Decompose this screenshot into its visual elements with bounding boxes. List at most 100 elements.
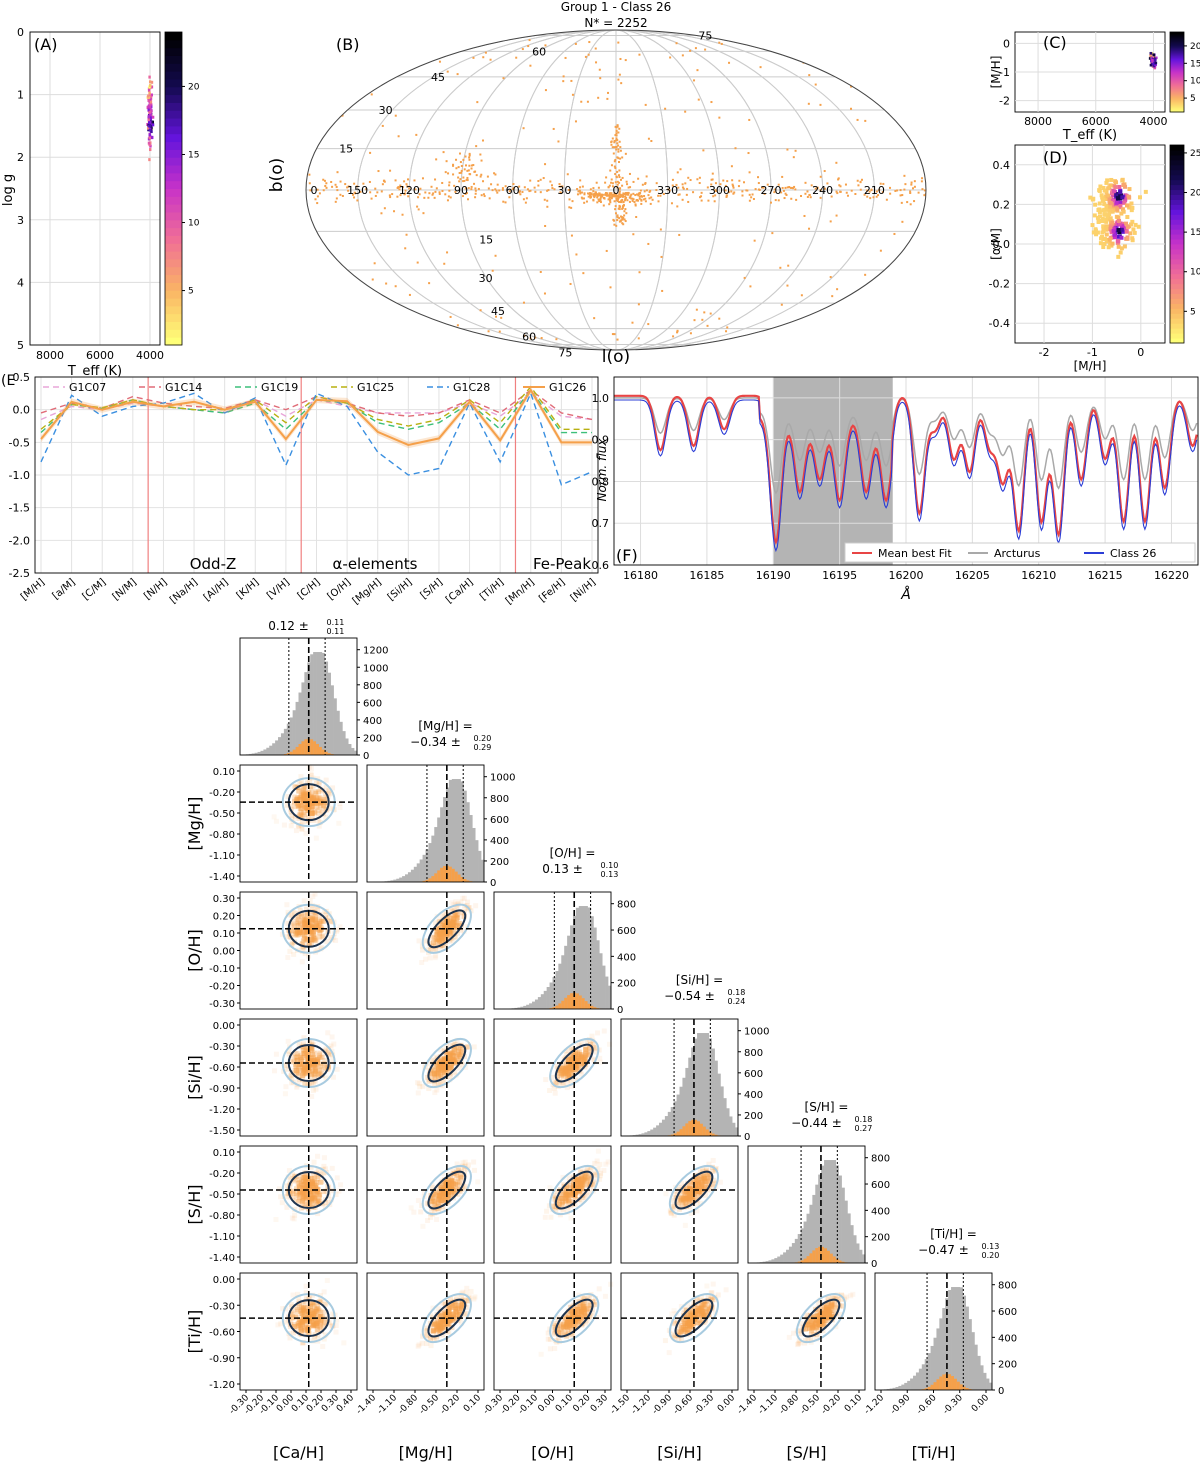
density-cell: [435, 1323, 441, 1329]
star-point: [650, 140, 653, 143]
density-cell: [297, 1303, 303, 1309]
density-cell: [281, 822, 287, 828]
density-cell: [441, 1178, 447, 1184]
density-cell: [1105, 207, 1110, 212]
density-cell: [437, 925, 443, 931]
star-point: [686, 187, 689, 190]
density-cell: [1112, 235, 1117, 240]
star-point: [502, 200, 505, 203]
density-cell: [594, 1158, 600, 1164]
density-cell: [1120, 224, 1125, 229]
latitude-label: 75: [698, 29, 712, 42]
density-cell: [434, 1070, 440, 1076]
star-point: [570, 206, 573, 209]
hist-bar-all: [310, 654, 314, 755]
longitude-label: 240: [812, 184, 833, 197]
star-point: [875, 190, 878, 193]
hist-bar-all: [777, 1256, 781, 1263]
hist-bar-class: [321, 749, 326, 755]
density-cell: [323, 1188, 329, 1194]
density-cell: [445, 1195, 451, 1201]
density-cell: [454, 1044, 460, 1050]
density-cell: [282, 1091, 288, 1097]
y-tick-label: 0.5: [13, 371, 31, 384]
star-point: [421, 177, 424, 180]
density-cell: [437, 1329, 443, 1335]
density-cell: [322, 1203, 328, 1209]
density-cell: [311, 934, 317, 940]
density-cell: [449, 1052, 455, 1058]
density-cell: [574, 1179, 580, 1185]
density-cell: [309, 811, 315, 817]
density-cell: [295, 915, 301, 921]
star-point: [522, 198, 525, 201]
density-cell: [427, 1312, 433, 1318]
density-cell: [1151, 62, 1155, 66]
star-point: [334, 200, 337, 203]
y-tick-label: -0.10: [209, 964, 235, 975]
density-cell: [297, 802, 303, 808]
colorbar-step: [165, 102, 182, 111]
density-cell: [304, 906, 310, 912]
hist-bar-all: [572, 915, 577, 1009]
star-point: [607, 198, 610, 201]
density-cell: [303, 1196, 309, 1202]
density-cell: [289, 1304, 295, 1310]
density-cell: [687, 1190, 693, 1196]
density-cell: [287, 1335, 293, 1341]
contour-outer: [421, 1293, 472, 1344]
star-point: [901, 194, 904, 197]
star-point: [365, 188, 368, 191]
density-cell: [1111, 228, 1116, 233]
density-cell: [420, 947, 426, 953]
hist-bar-all: [702, 1033, 707, 1136]
density-cell: [312, 1196, 318, 1202]
y-tick-label: 5: [17, 339, 24, 352]
star-point: [900, 201, 903, 204]
star-point: [621, 195, 624, 198]
colorbar-step: [1170, 278, 1184, 285]
density-cell: [299, 1320, 305, 1326]
longitude-label: 60: [506, 184, 520, 197]
hist-bar-all: [390, 880, 394, 882]
density-cell: [292, 1067, 298, 1073]
density-cell: [578, 1062, 584, 1068]
hist-bar-all: [853, 1235, 857, 1263]
density-cell: [284, 1204, 290, 1210]
star-point: [857, 184, 860, 187]
star-point: [624, 220, 627, 223]
density-cell: [150, 85, 154, 89]
colorbar-step: [165, 290, 182, 299]
density-cell: [309, 815, 315, 821]
star-point: [482, 56, 485, 59]
density-cell: [323, 777, 329, 783]
density-cell: [448, 1063, 454, 1069]
density-cell: [438, 1063, 444, 1069]
star-point: [814, 83, 817, 86]
density-cell: [279, 1200, 285, 1206]
density-cell: [298, 793, 304, 799]
density-cell: [336, 820, 342, 826]
star-point: [575, 253, 578, 256]
density-cell: [565, 1071, 571, 1077]
density-cell: [294, 1058, 300, 1064]
density-cell: [301, 1047, 307, 1053]
density-cell: [583, 1176, 589, 1182]
x-tick-label: [Al/H]: [202, 577, 231, 604]
colorbar-step: [1170, 62, 1184, 65]
star-point: [614, 208, 617, 211]
star-point: [512, 183, 515, 186]
density-cell: [1101, 224, 1106, 229]
density-cell: [302, 783, 308, 789]
density-cell: [317, 1299, 323, 1305]
colorbar-step: [1170, 44, 1184, 47]
star-point: [369, 151, 372, 154]
colorbar-step: [1170, 102, 1184, 105]
star-point: [465, 178, 468, 181]
density-cell: [438, 1184, 444, 1190]
colorbar-step: [1170, 164, 1184, 171]
density-cell: [461, 895, 467, 901]
hist-bar-class: [460, 877, 464, 882]
star-point: [622, 201, 625, 204]
density-cell: [429, 1058, 435, 1064]
